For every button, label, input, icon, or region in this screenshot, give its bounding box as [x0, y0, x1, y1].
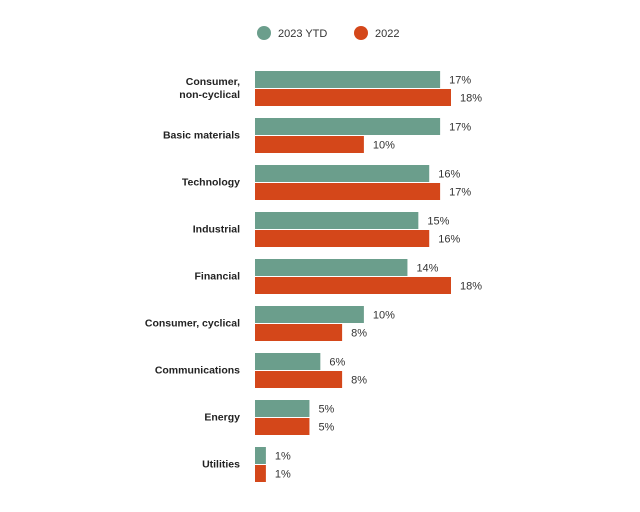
value-label: 18%: [460, 92, 482, 104]
value-label: 6%: [329, 356, 345, 368]
bar: [255, 230, 430, 247]
bar: [255, 447, 266, 464]
bar: [255, 418, 310, 435]
value-label: 18%: [460, 280, 482, 292]
value-label: 15%: [427, 215, 449, 227]
value-label: 16%: [438, 168, 460, 180]
category-label: Consumer, cyclical: [144, 317, 240, 329]
legend-swatch: [257, 26, 271, 40]
bar: [255, 136, 364, 153]
bar: [255, 212, 419, 229]
value-label: 14%: [416, 262, 438, 274]
value-label: 8%: [351, 374, 367, 386]
bar: [255, 371, 343, 388]
bar: [255, 353, 321, 370]
value-label: 10%: [373, 309, 395, 321]
bar: [255, 259, 408, 276]
bar: [255, 400, 310, 417]
bar: [255, 306, 364, 323]
legend-swatch: [354, 26, 368, 40]
bar: [255, 465, 266, 482]
category-label: Communications: [154, 364, 240, 376]
value-label: 16%: [438, 233, 460, 245]
legend-label: 2022: [375, 28, 399, 40]
category-label: Utilities: [202, 458, 240, 470]
category-label: Energy: [204, 411, 240, 423]
bar: [255, 71, 441, 88]
bar: [255, 277, 451, 294]
bar: [255, 118, 441, 135]
category-label: Consumer, non-cyclical: [179, 75, 240, 101]
value-label: 17%: [449, 74, 471, 86]
value-label: 17%: [449, 186, 471, 198]
value-label: 1%: [275, 468, 291, 480]
value-label: 1%: [275, 450, 291, 462]
category-label: Basic materials: [162, 129, 240, 141]
category-label: Industrial: [192, 223, 240, 235]
bar: [255, 165, 430, 182]
bar: [255, 183, 441, 200]
value-label: 5%: [318, 421, 334, 433]
value-label: 10%: [373, 139, 395, 151]
bar: [255, 324, 343, 341]
category-label: Financial: [194, 270, 240, 282]
value-label: 17%: [449, 121, 471, 133]
value-label: 8%: [351, 327, 367, 339]
value-label: 5%: [318, 403, 334, 415]
legend-label: 2023 YTD: [278, 28, 327, 40]
category-label: Technology: [181, 176, 240, 188]
bar: [255, 89, 451, 106]
